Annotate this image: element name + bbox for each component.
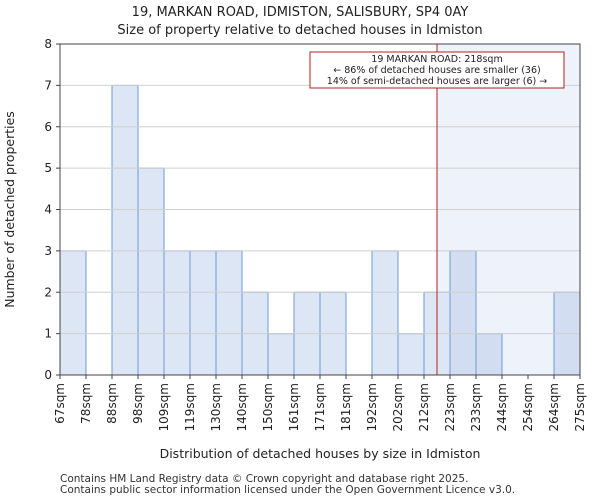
bar [371,250,399,376]
footer-line-2: Contains public sector information licen… [60,484,516,496]
x-tick-label: 212sqm [417,383,431,431]
y-tick-label: 6 [44,120,52,134]
bar [137,167,165,376]
x-tick-label: 275sqm [573,383,587,431]
x-axis-label: Distribution of detached houses by size … [160,446,481,461]
x-tick-label: 150sqm [261,383,275,431]
y-tick-label: 1 [44,327,52,341]
x-tick-label: 244sqm [495,383,509,431]
x-tick-label: 161sqm [287,383,301,431]
footer-line-1: Contains HM Land Registry data © Crown c… [60,473,469,485]
chart-title: 19, MARKAN ROAD, IDMISTON, SALISBURY, SP… [131,5,469,20]
x-tick-label: 192sqm [365,383,379,431]
bar [267,333,295,376]
x-tick-label: 78sqm [79,383,93,424]
bar [163,250,191,376]
annotation-line-2: ← 86% of detached houses are smaller (36… [333,65,540,76]
x-tick-label: 171sqm [313,383,327,431]
x-tick-label: 254sqm [521,383,535,431]
y-tick-label: 4 [44,203,52,217]
annotation-line-1: 19 MARKAN ROAD: 218sqm [371,54,502,65]
annotation-box [309,51,565,89]
x-tick-label: 109sqm [157,383,171,431]
y-tick-label: 2 [44,285,52,299]
bar [449,250,477,376]
bar [215,250,243,376]
x-tick-label: 181sqm [339,383,353,431]
x-tick-label: 233sqm [469,383,483,431]
x-tick-label: 130sqm [209,383,223,431]
x-tick-label: 264sqm [547,383,561,431]
y-tick-label: 7 [44,78,52,92]
bar [397,333,425,376]
x-tick-label: 88sqm [105,383,119,424]
x-tick-label: 67sqm [53,383,67,424]
y-tick-label: 5 [44,161,52,175]
bar [59,250,87,376]
x-tick-label: 223sqm [443,383,457,431]
x-tick-label: 98sqm [131,383,145,424]
bar [111,84,139,376]
x-tick-label: 140sqm [235,383,249,431]
chart-subtitle: Size of property relative to detached ho… [117,23,483,38]
annotation-line-3: 14% of semi-detached houses are larger (… [327,76,547,87]
y-tick-label: 0 [44,368,52,382]
bar [475,333,503,376]
bar [189,250,217,376]
x-tick-label: 119sqm [183,383,197,431]
x-tick-label: 202sqm [391,383,405,431]
y-axis-label: Number of detached properties [2,111,17,308]
y-tick-label: 3 [44,244,52,258]
y-tick-label: 8 [44,37,52,51]
